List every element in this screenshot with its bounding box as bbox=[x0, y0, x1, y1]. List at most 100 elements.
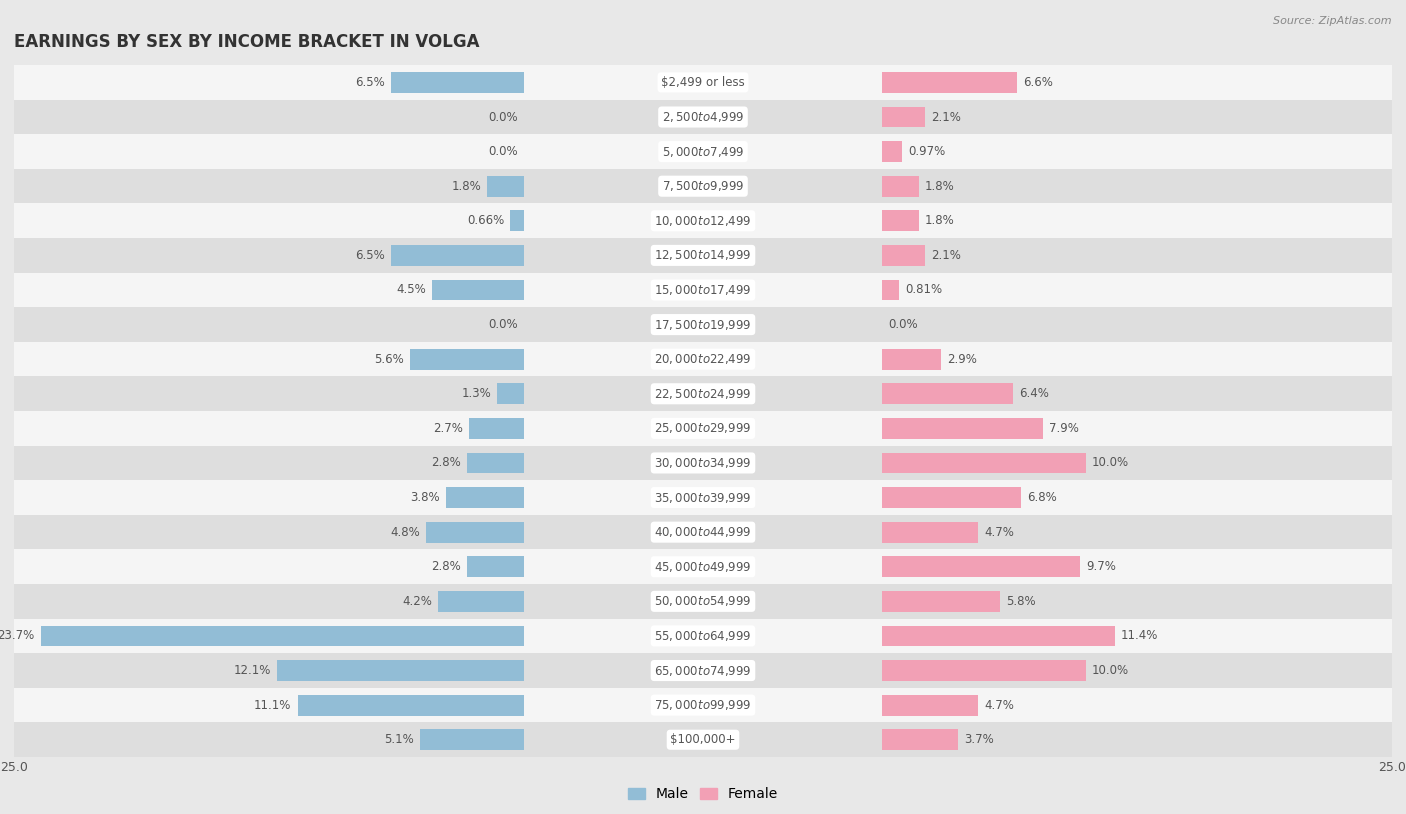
Bar bbox=[14, 584, 524, 619]
Bar bbox=[882, 245, 925, 265]
Bar bbox=[524, 480, 882, 515]
Bar bbox=[391, 72, 524, 93]
Text: 3.8%: 3.8% bbox=[411, 491, 440, 504]
Text: $20,000 to $22,499: $20,000 to $22,499 bbox=[654, 352, 752, 366]
Bar bbox=[882, 273, 1392, 307]
Bar bbox=[14, 204, 524, 238]
Text: 0.0%: 0.0% bbox=[488, 111, 517, 124]
Text: 2.8%: 2.8% bbox=[430, 457, 461, 470]
Bar bbox=[882, 65, 1392, 99]
Bar bbox=[14, 723, 524, 757]
Bar bbox=[426, 522, 524, 543]
Bar bbox=[882, 688, 1392, 723]
Bar bbox=[14, 411, 524, 446]
Bar bbox=[882, 653, 1392, 688]
Bar bbox=[882, 204, 1392, 238]
Bar bbox=[524, 584, 882, 619]
Bar bbox=[14, 99, 524, 134]
Text: $5,000 to $7,499: $5,000 to $7,499 bbox=[662, 145, 744, 159]
Text: 2.9%: 2.9% bbox=[948, 352, 977, 365]
Bar bbox=[524, 723, 882, 757]
Text: 1.8%: 1.8% bbox=[925, 180, 955, 193]
Text: $2,500 to $4,999: $2,500 to $4,999 bbox=[662, 110, 744, 124]
Bar bbox=[524, 134, 882, 169]
Bar bbox=[277, 660, 524, 681]
Text: $55,000 to $64,999: $55,000 to $64,999 bbox=[654, 629, 752, 643]
Bar bbox=[882, 99, 1392, 134]
Text: $15,000 to $17,499: $15,000 to $17,499 bbox=[654, 283, 752, 297]
Text: $50,000 to $54,999: $50,000 to $54,999 bbox=[654, 594, 752, 608]
Bar bbox=[882, 729, 957, 751]
Text: 2.8%: 2.8% bbox=[430, 560, 461, 573]
Bar bbox=[524, 273, 882, 307]
Text: $40,000 to $44,999: $40,000 to $44,999 bbox=[654, 525, 752, 539]
Text: 0.0%: 0.0% bbox=[488, 318, 517, 331]
Bar bbox=[524, 307, 882, 342]
Bar bbox=[524, 65, 882, 99]
Bar bbox=[882, 480, 1392, 515]
Bar bbox=[524, 204, 882, 238]
Text: Source: ZipAtlas.com: Source: ZipAtlas.com bbox=[1274, 16, 1392, 26]
Bar bbox=[882, 626, 1115, 646]
Bar bbox=[14, 446, 524, 480]
Text: $45,000 to $49,999: $45,000 to $49,999 bbox=[654, 560, 752, 574]
Bar bbox=[882, 383, 1012, 405]
Text: 4.7%: 4.7% bbox=[984, 698, 1014, 711]
Text: 6.5%: 6.5% bbox=[356, 76, 385, 89]
Bar bbox=[882, 411, 1392, 446]
Bar bbox=[882, 342, 1392, 376]
Bar bbox=[14, 134, 524, 169]
Bar bbox=[882, 522, 979, 543]
Bar bbox=[882, 211, 920, 231]
Bar bbox=[882, 487, 1021, 508]
Text: 10.0%: 10.0% bbox=[1092, 457, 1129, 470]
Bar bbox=[524, 619, 882, 653]
Text: 0.0%: 0.0% bbox=[889, 318, 918, 331]
Text: $22,500 to $24,999: $22,500 to $24,999 bbox=[654, 387, 752, 400]
Bar bbox=[882, 418, 1043, 439]
Bar bbox=[467, 557, 524, 577]
Bar bbox=[882, 169, 1392, 204]
Bar bbox=[510, 211, 524, 231]
Bar bbox=[882, 72, 1017, 93]
Bar bbox=[14, 376, 524, 411]
Bar bbox=[524, 342, 882, 376]
Text: 4.2%: 4.2% bbox=[402, 595, 432, 608]
Text: $65,000 to $74,999: $65,000 to $74,999 bbox=[654, 663, 752, 677]
Bar bbox=[882, 376, 1392, 411]
Bar bbox=[432, 280, 524, 300]
Text: $100,000+: $100,000+ bbox=[671, 733, 735, 746]
Bar bbox=[882, 307, 1392, 342]
Text: 0.0%: 0.0% bbox=[488, 145, 517, 158]
Bar bbox=[468, 418, 524, 439]
Text: 2.7%: 2.7% bbox=[433, 422, 463, 435]
Bar bbox=[524, 688, 882, 723]
Bar bbox=[524, 446, 882, 480]
Bar bbox=[420, 729, 524, 751]
Text: 6.4%: 6.4% bbox=[1019, 387, 1049, 400]
Bar bbox=[298, 695, 524, 716]
Bar bbox=[391, 245, 524, 265]
Legend: Male, Female: Male, Female bbox=[623, 782, 783, 807]
Text: 23.7%: 23.7% bbox=[0, 629, 35, 642]
Text: 1.3%: 1.3% bbox=[461, 387, 491, 400]
Text: 11.1%: 11.1% bbox=[254, 698, 291, 711]
Text: 5.1%: 5.1% bbox=[384, 733, 413, 746]
Bar bbox=[439, 591, 524, 612]
Bar bbox=[882, 514, 1392, 549]
Bar bbox=[14, 619, 524, 653]
Bar bbox=[882, 107, 925, 127]
Bar bbox=[882, 619, 1392, 653]
Text: EARNINGS BY SEX BY INCOME BRACKET IN VOLGA: EARNINGS BY SEX BY INCOME BRACKET IN VOL… bbox=[14, 33, 479, 50]
Text: 5.6%: 5.6% bbox=[374, 352, 404, 365]
Text: $7,500 to $9,999: $7,500 to $9,999 bbox=[662, 179, 744, 193]
Text: 4.7%: 4.7% bbox=[984, 526, 1014, 539]
Bar bbox=[14, 307, 524, 342]
Text: 7.9%: 7.9% bbox=[1049, 422, 1080, 435]
Bar bbox=[882, 134, 1392, 169]
Bar bbox=[14, 238, 524, 273]
Text: 5.8%: 5.8% bbox=[1007, 595, 1036, 608]
Bar bbox=[524, 169, 882, 204]
Text: 9.7%: 9.7% bbox=[1085, 560, 1116, 573]
Bar bbox=[14, 480, 524, 515]
